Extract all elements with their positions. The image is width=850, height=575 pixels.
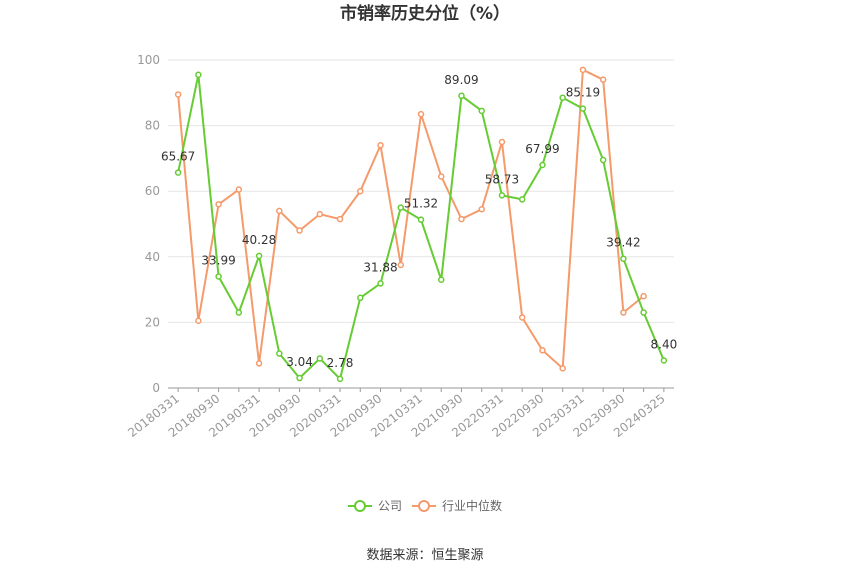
data-point[interactable]	[215, 273, 222, 280]
data-point[interactable]	[316, 210, 324, 218]
legend-marker	[354, 500, 366, 512]
y-tick-label: 80	[145, 119, 160, 133]
legend-label: 行业中位数	[442, 498, 502, 513]
data-point[interactable]	[296, 227, 303, 234]
legend-marker	[418, 500, 430, 512]
data-point[interactable]	[336, 215, 344, 223]
data-point[interactable]	[417, 110, 425, 118]
data-point[interactable]	[377, 280, 384, 287]
data-point[interactable]	[620, 255, 627, 262]
series-line	[177, 68, 645, 371]
data-point[interactable]	[215, 201, 222, 208]
data-point[interactable]	[640, 292, 647, 300]
data-point[interactable]	[276, 207, 283, 215]
data-point[interactable]	[174, 169, 182, 176]
data-point[interactable]	[377, 142, 384, 149]
source-note: 数据来源：恒生聚源	[366, 548, 483, 563]
legend-item-company[interactable]: 公司	[348, 499, 402, 513]
data-point[interactable]	[316, 355, 324, 362]
legend[interactable]: 公司 行业中位数	[348, 498, 502, 513]
y-axis: 0 20 40 60 80 100	[137, 53, 160, 395]
data-point[interactable]	[660, 357, 668, 364]
data-point[interactable]	[195, 317, 202, 325]
data-point[interactable]	[437, 173, 445, 180]
data-point[interactable]	[559, 365, 566, 372]
data-label: 33.99	[201, 254, 235, 268]
y-tick-label: 0	[152, 381, 160, 395]
data-point[interactable]	[458, 215, 465, 223]
data-point[interactable]	[579, 66, 587, 74]
data-label: 65.67	[161, 150, 195, 164]
data-label: 85.19	[566, 86, 600, 100]
data-point[interactable]	[518, 314, 526, 321]
data-point[interactable]	[336, 375, 344, 383]
data-point[interactable]	[518, 196, 526, 203]
data-label: 31.88	[363, 260, 397, 274]
data-label: 3.04	[286, 355, 313, 369]
data-point[interactable]	[174, 91, 182, 98]
data-label: 39.42	[606, 236, 640, 250]
y-tick-label: 100	[137, 53, 160, 67]
legend-label: 公司	[378, 499, 402, 513]
data-point[interactable]	[620, 309, 627, 316]
data-point[interactable]	[478, 107, 485, 115]
data-point[interactable]	[599, 76, 607, 83]
data-point[interactable]	[458, 92, 465, 100]
data-label: 89.09	[444, 73, 478, 87]
data-point[interactable]	[539, 347, 546, 354]
data-point[interactable]	[579, 105, 587, 112]
x-axis: 2018033120180930201903312019093020200331…	[125, 387, 674, 440]
data-point[interactable]	[276, 350, 283, 357]
data-point[interactable]	[599, 156, 607, 164]
data-label: 58.73	[485, 172, 519, 186]
data-point[interactable]	[235, 186, 243, 193]
data-point[interactable]	[498, 138, 506, 146]
data-labels: 65.67 33.99 40.28 3.04 2.78 31.88 51.32 89.09 58…	[161, 73, 677, 370]
series-layer	[174, 66, 668, 383]
y-tick-label: 60	[145, 184, 160, 198]
grid-lines	[168, 59, 674, 389]
data-label: 2.78	[327, 356, 354, 370]
y-tick-label: 20	[145, 315, 160, 329]
data-point[interactable]	[559, 94, 566, 101]
data-label: 67.99	[525, 142, 559, 156]
data-point[interactable]	[357, 294, 364, 302]
data-point[interactable]	[195, 71, 202, 79]
data-label: 51.32	[404, 197, 438, 211]
data-point[interactable]	[255, 252, 263, 260]
data-label: 40.28	[242, 233, 276, 247]
data-point[interactable]	[397, 204, 405, 211]
data-point[interactable]	[296, 374, 303, 382]
data-label: 8.40	[651, 337, 678, 351]
data-point[interactable]	[640, 309, 647, 316]
data-point[interactable]	[397, 261, 405, 269]
data-point[interactable]	[478, 205, 485, 213]
data-point[interactable]	[417, 216, 425, 223]
data-point[interactable]	[357, 187, 364, 195]
data-point[interactable]	[437, 276, 445, 284]
data-point[interactable]	[539, 161, 546, 169]
y-tick-label: 40	[145, 250, 160, 264]
series-industry-median	[174, 66, 647, 372]
data-point[interactable]	[255, 360, 263, 367]
data-point[interactable]	[498, 192, 506, 199]
chart-title: 市销率历史分位（%）	[340, 3, 510, 24]
data-point[interactable]	[235, 309, 243, 316]
series-company	[174, 71, 668, 383]
legend-item-industry-median[interactable]: 行业中位数	[412, 498, 502, 513]
